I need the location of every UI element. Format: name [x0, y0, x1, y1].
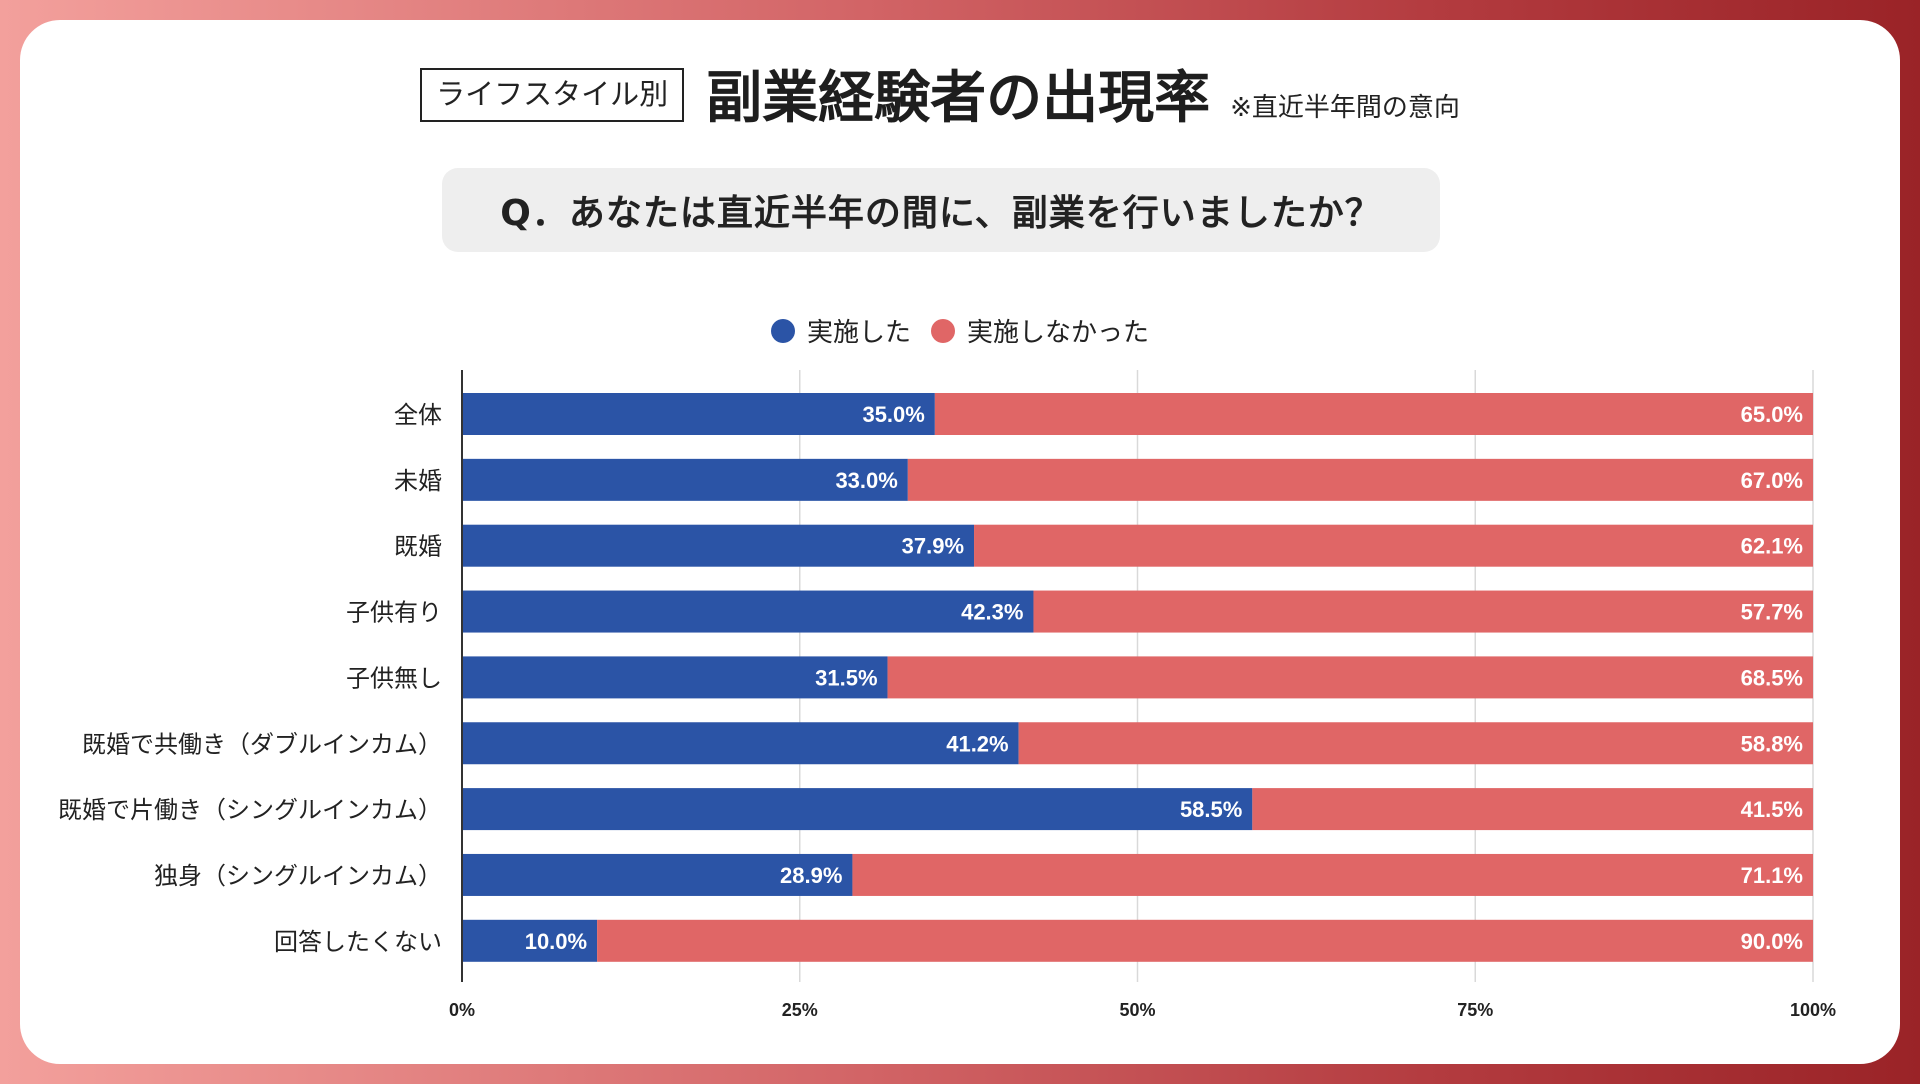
bar-did-not — [974, 524, 1813, 567]
bar-did-not — [934, 393, 1813, 435]
legend-label-did: 実施した — [806, 318, 911, 348]
data-label-did: 58.5% — [1180, 797, 1242, 822]
data-label-did: 37.9% — [902, 534, 964, 559]
data-label-did: 10.0% — [525, 929, 587, 954]
legend-dot-did-not — [931, 318, 955, 343]
data-label-did: 28.9% — [780, 863, 842, 888]
x-tick-label: 100% — [1790, 1000, 1836, 1020]
category-label: 未婚 — [394, 467, 442, 495]
bar-did-not — [1033, 590, 1813, 633]
data-label-did: 31.5% — [815, 665, 877, 690]
bar-did — [462, 590, 1034, 633]
data-label-did: 33.0% — [835, 468, 897, 493]
bar-did — [462, 919, 598, 962]
category-label: 全体 — [394, 401, 442, 429]
data-label-did-not: 58.8% — [1741, 731, 1803, 756]
bar-did — [462, 722, 1019, 765]
category-label: 回答したくない — [274, 928, 442, 956]
data-label-did-not: 65.0% — [1741, 402, 1803, 427]
category-label: 子供有り — [346, 599, 442, 627]
data-label-did-not: 41.5% — [1741, 797, 1803, 822]
data-label-did-not: 90.0% — [1741, 929, 1803, 954]
category-label: 既婚で共働き（ダブルインカム） — [82, 730, 442, 758]
bar-did — [462, 656, 888, 699]
data-label-did-not: 68.5% — [1741, 665, 1803, 690]
chart-legend: 実施した 実施しなかった — [0, 312, 1920, 349]
legend-item-did-not: 実施しなかった — [931, 312, 1149, 349]
bar-did — [462, 788, 1253, 831]
bar-did — [462, 458, 908, 501]
data-label-did: 41.2% — [946, 731, 1008, 756]
page-title: 副業経験者の出現率 — [706, 66, 1211, 132]
lifestyle-tag: ライフスタイル別 — [420, 68, 685, 122]
legend-label-did-not: 実施しなかった — [967, 318, 1150, 348]
bar-did-not — [887, 656, 1813, 699]
legend-dot-did — [770, 318, 795, 343]
bar-did-not — [907, 458, 1813, 501]
bar-did-not — [1252, 788, 1813, 831]
bar-did-not — [1018, 722, 1813, 765]
bar-did-not — [597, 919, 1813, 962]
x-tick-label: 25% — [782, 1000, 818, 1020]
data-label-did: 35.0% — [862, 402, 924, 427]
bar-did — [462, 393, 935, 435]
x-tick-label: 75% — [1457, 1000, 1493, 1020]
question-text: Q．あなたは直近半年の間に、副業を行いましたか？ — [500, 193, 1382, 234]
bar-did — [462, 524, 975, 567]
category-label: 既婚で片働き（シングルインカム） — [58, 796, 442, 824]
category-label: 独身（シングルインカム） — [154, 862, 442, 890]
bar-did-not — [852, 853, 1813, 896]
legend-item-did: 実施した — [770, 312, 911, 349]
title-row: ライフスタイル別 副業経験者の出現率 ※直近半年間の意向 — [0, 68, 1880, 130]
data-label-did-not: 57.7% — [1741, 600, 1803, 625]
x-tick-label: 0% — [449, 1000, 475, 1020]
category-label: 既婚 — [394, 533, 442, 561]
category-label: 子供無し — [346, 664, 442, 692]
x-tick-label: 50% — [1119, 1000, 1155, 1020]
title-note: ※直近半年間の意向 — [1230, 92, 1460, 123]
bar-did — [462, 853, 853, 896]
data-label-did-not: 67.0% — [1741, 468, 1803, 493]
data-label-did-not: 71.1% — [1741, 863, 1803, 888]
data-label-did: 42.3% — [961, 600, 1023, 625]
question-box: Q．あなたは直近半年の間に、副業を行いましたか？ — [442, 168, 1440, 252]
data-label-did-not: 62.1% — [1741, 534, 1803, 559]
